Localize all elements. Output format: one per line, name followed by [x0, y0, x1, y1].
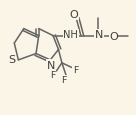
- Text: O: O: [70, 10, 78, 20]
- Text: N: N: [47, 60, 55, 70]
- Text: N: N: [95, 30, 103, 40]
- Text: S: S: [9, 54, 16, 64]
- Text: F: F: [73, 66, 78, 75]
- Text: F: F: [61, 75, 67, 84]
- Text: O: O: [109, 31, 118, 41]
- Text: NH: NH: [63, 30, 78, 40]
- Text: F: F: [50, 70, 55, 79]
